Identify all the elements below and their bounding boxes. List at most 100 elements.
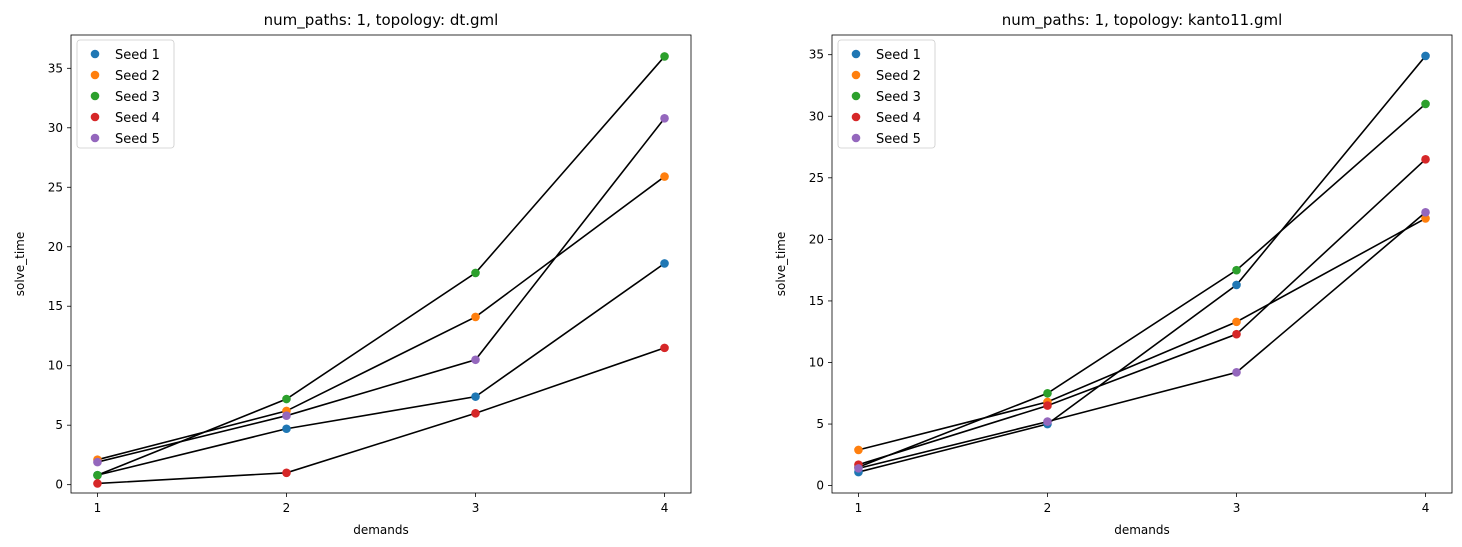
- data-point-seed-5: [660, 113, 669, 123]
- x-tick-label: 1: [855, 501, 863, 515]
- y-tick-label: 20: [809, 232, 824, 246]
- x-tick-label: 4: [661, 501, 669, 515]
- data-point-seed-5: [471, 355, 480, 365]
- data-point-seed-3: [1421, 99, 1430, 109]
- data-point-seed-5: [854, 464, 863, 473]
- chart-title: num_paths: 1, topology: dt.gml: [264, 11, 499, 30]
- legend-marker-seed-5: [90, 133, 100, 143]
- y-tick-label: 10: [809, 355, 824, 369]
- legend-label: Seed 4: [876, 111, 921, 126]
- series-line-seed-1: [858, 55, 1427, 473]
- data-point-seed-4: [660, 343, 669, 353]
- legend-label: Seed 1: [115, 48, 160, 63]
- data-point-seed-2: [1232, 317, 1241, 327]
- legend-marker-seed-4: [90, 112, 100, 122]
- x-tick-label: 3: [1233, 501, 1241, 515]
- y-tick-label: 35: [48, 61, 63, 75]
- legend-marker-seed-3: [90, 91, 100, 101]
- legend-box: [837, 39, 936, 149]
- chart-right-kanto11: num_paths: 1, topology: kanto11.gml 1 2 3 4 0…: [774, 11, 1453, 537]
- legend-marker-seed-1: [90, 49, 100, 59]
- x-tick-label: 2: [1044, 501, 1052, 515]
- x-tick-label: 3: [472, 501, 480, 515]
- data-point-seed-4: [1232, 329, 1241, 339]
- y-axis-label: solve_time: [13, 232, 27, 297]
- x-axis-label: demands: [1114, 523, 1170, 537]
- data-point-seed-2: [1421, 214, 1430, 223]
- x-tick-label: 2: [283, 501, 291, 515]
- series-line-seed-4: [97, 347, 665, 485]
- y-tick-label: 10: [48, 359, 63, 373]
- y-tick-label: 20: [48, 240, 63, 254]
- legend-label: Seed 2: [115, 69, 160, 84]
- series-line-seed-2: [858, 217, 1426, 451]
- y-tick-label: 25: [48, 180, 63, 194]
- data-point-seed-5: [282, 411, 291, 420]
- legend-label: Seed 3: [115, 90, 160, 105]
- y-tick-label: 30: [48, 121, 63, 135]
- legend-label: Seed 1: [876, 48, 921, 63]
- y-tick-label: 30: [809, 109, 824, 123]
- data-point-seed-1: [1421, 51, 1430, 61]
- data-point-seed-1: [660, 259, 669, 268]
- data-point-seed-1: [471, 392, 480, 401]
- data-point-seed-2: [660, 172, 669, 181]
- series-line-seed-3: [97, 55, 666, 476]
- legend-label: Seed 4: [115, 111, 160, 126]
- x-axis-label: demands: [353, 523, 409, 537]
- data-point-seed-3: [282, 394, 291, 404]
- y-tick-label: 35: [809, 48, 824, 62]
- legend-marker-seed-2: [90, 70, 100, 80]
- x-tick-label: 1: [94, 501, 102, 515]
- data-point-seed-4: [93, 479, 102, 488]
- data-point-seed-4: [1043, 401, 1052, 410]
- series-line-seed-2: [97, 175, 666, 461]
- series-line-seed-5: [858, 211, 1427, 470]
- series-line-seed-1: [97, 262, 665, 476]
- series-line-seed-5: [97, 117, 666, 463]
- data-point-seed-3: [1232, 265, 1241, 275]
- data-point-seed-4: [1421, 155, 1430, 164]
- y-tick-label: 25: [809, 171, 824, 185]
- y-tick-label: 5: [816, 417, 824, 431]
- plot-frame: [831, 34, 1453, 494]
- legend: Seed 1 Seed 2 Seed 3 Seed 4 Seed 5: [837, 39, 936, 149]
- data-point-seed-5: [93, 457, 102, 467]
- series-line-seed-4: [858, 158, 1427, 466]
- data-point-seed-3: [93, 470, 102, 480]
- y-tick-label: 0: [816, 479, 824, 493]
- legend-marker-seed-3: [851, 91, 861, 101]
- data-point-seed-5: [1421, 207, 1430, 217]
- plot-frame: [70, 34, 692, 494]
- y-tick-label: 5: [55, 418, 63, 432]
- legend-marker-seed-5: [851, 133, 861, 143]
- chart-title: num_paths: 1, topology: kanto11.gml: [1002, 11, 1283, 30]
- data-point-seed-1: [1232, 280, 1241, 290]
- data-point-seed-4: [471, 408, 480, 418]
- y-axis-label: solve_time: [774, 232, 788, 297]
- data-point-seed-3: [471, 268, 480, 278]
- legend-marker-seed-4: [851, 112, 861, 122]
- x-tick-label: 4: [1422, 501, 1430, 515]
- data-point-seed-4: [282, 468, 291, 478]
- y-tick-label: 15: [48, 299, 63, 313]
- data-point-seed-5: [1232, 368, 1241, 377]
- data-point-seed-1: [282, 424, 291, 434]
- legend-label: Seed 2: [876, 69, 921, 84]
- data-point-seed-5: [1043, 417, 1052, 426]
- legend-label: Seed 5: [115, 132, 160, 147]
- legend-label: Seed 5: [876, 132, 921, 147]
- legend-marker-seed-2: [851, 70, 861, 80]
- legend-marker-seed-1: [851, 49, 861, 59]
- data-point-seed-2: [854, 445, 863, 455]
- series-line-seed-3: [858, 103, 1427, 468]
- chart-left-dt: num_paths: 1, topology: dt.gml 1 2 3 4 0 5 10 15…: [13, 11, 692, 537]
- legend: Seed 1 Seed 2 Seed 3 Seed 4 Seed 5: [76, 39, 175, 149]
- y-tick-label: 0: [55, 478, 63, 492]
- y-tick-label: 15: [809, 294, 824, 308]
- data-point-seed-3: [660, 52, 669, 61]
- legend-label: Seed 3: [876, 90, 921, 105]
- legend-box: [76, 39, 175, 149]
- data-point-seed-2: [471, 312, 480, 322]
